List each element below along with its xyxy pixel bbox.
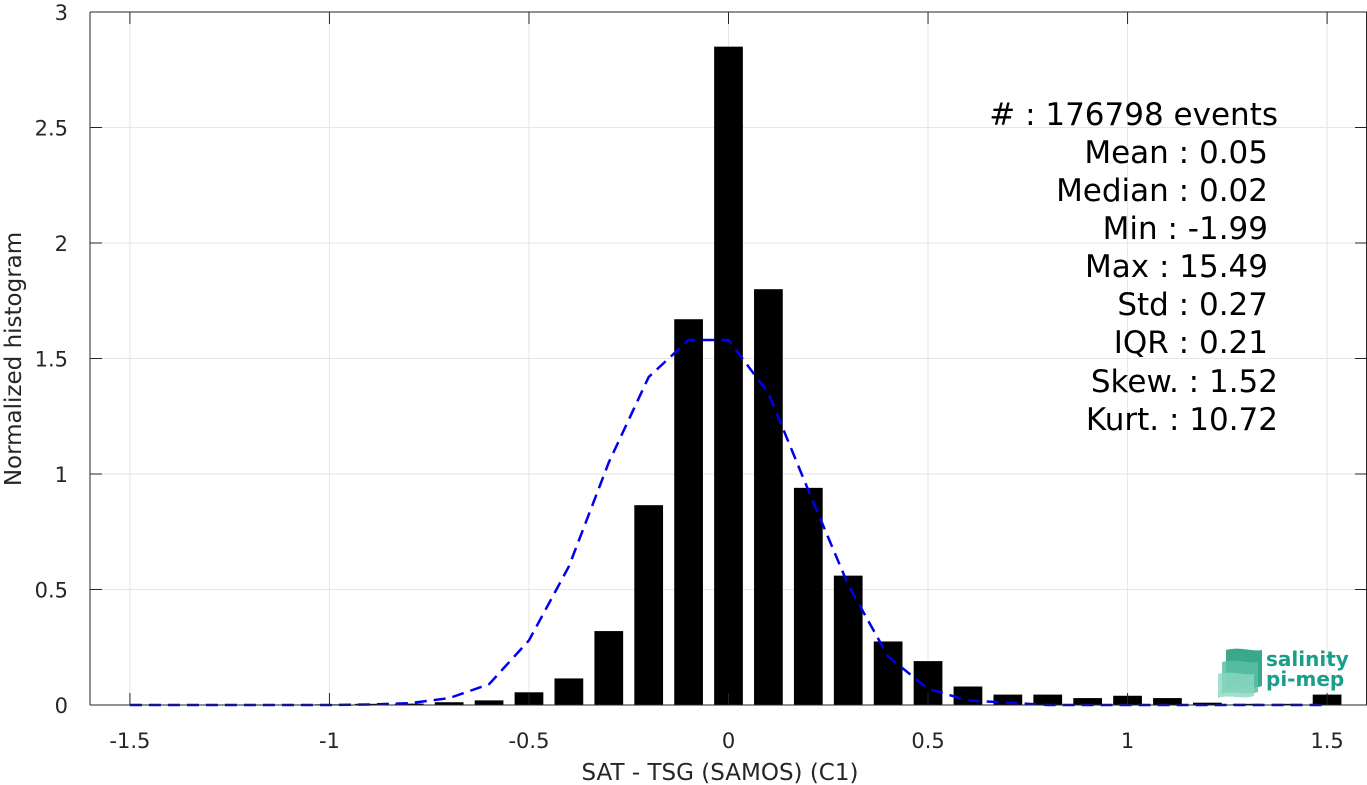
stat-line: Kurt. : 10.72 (1086, 402, 1278, 438)
histogram-bar (1033, 694, 1063, 705)
y-tick-label: 2.5 (35, 117, 68, 141)
x-tick-label: 1.5 (1310, 729, 1343, 753)
stat-line: Mean : 0.05 (1084, 135, 1268, 171)
histogram-bar (873, 641, 903, 705)
x-tick-label: 0 (722, 729, 735, 753)
y-tick-label: 2 (55, 232, 68, 256)
histogram-bar (793, 487, 823, 705)
histogram-bar (674, 319, 703, 705)
histogram-bar (634, 505, 664, 705)
stat-line: Min : -1.99 (1103, 211, 1268, 247)
y-axis-label: Normalized histogram (1, 232, 27, 486)
tick-labels: -1.5 -1 -0.5 0 0.5 1 1.5 0 0.5 1 1.5 2 2.5 3 (35, 1, 1344, 753)
histogram-bar (1073, 698, 1103, 705)
stat-line: Skew. : 1.52 (1091, 364, 1278, 400)
histogram-bar (554, 678, 584, 705)
histogram-bar (754, 289, 783, 705)
histogram-bar (594, 631, 624, 705)
logo-line2: pi-mep (1266, 667, 1344, 691)
stat-line: # : 176798 events (989, 97, 1278, 133)
x-tick-label: 1 (1121, 729, 1134, 753)
x-axis-label: SAT - TSG (SAMOS) (C1) (582, 760, 859, 785)
x-tick-label: -1 (319, 729, 340, 753)
logo-line1: salinity (1266, 647, 1349, 671)
stat-line: Max : 15.49 (1085, 249, 1268, 285)
histogram-bar (714, 46, 743, 705)
bars (315, 46, 1342, 706)
y-tick-label: 1 (55, 463, 68, 487)
y-tick-label: 0 (55, 694, 68, 718)
histogram-bar (434, 702, 464, 705)
histogram-bar (474, 700, 504, 705)
histogram-bar (1153, 698, 1182, 705)
histogram-bar (1272, 703, 1302, 705)
x-tick-label: -1.5 (109, 729, 150, 753)
x-tick-label: 0.5 (911, 729, 944, 753)
stat-line: Median : 0.02 (1056, 173, 1268, 209)
salinity-pi-mep-logo: salinity pi-mep (1218, 647, 1349, 698)
y-tick-label: 1.5 (35, 348, 68, 372)
y-tick-label: 0.5 (35, 579, 68, 603)
wave-logo-icon (1218, 648, 1262, 698)
histogram-bar (993, 694, 1023, 705)
x-tick-label: -0.5 (508, 729, 549, 753)
y-tick-label: 3 (55, 1, 68, 25)
histogram-bar (394, 703, 424, 705)
histogram-bar (1232, 703, 1262, 705)
stat-line: Std : 0.27 (1117, 287, 1268, 323)
stat-line: IQR : 0.21 (1114, 325, 1268, 361)
histogram-bar (833, 575, 863, 705)
